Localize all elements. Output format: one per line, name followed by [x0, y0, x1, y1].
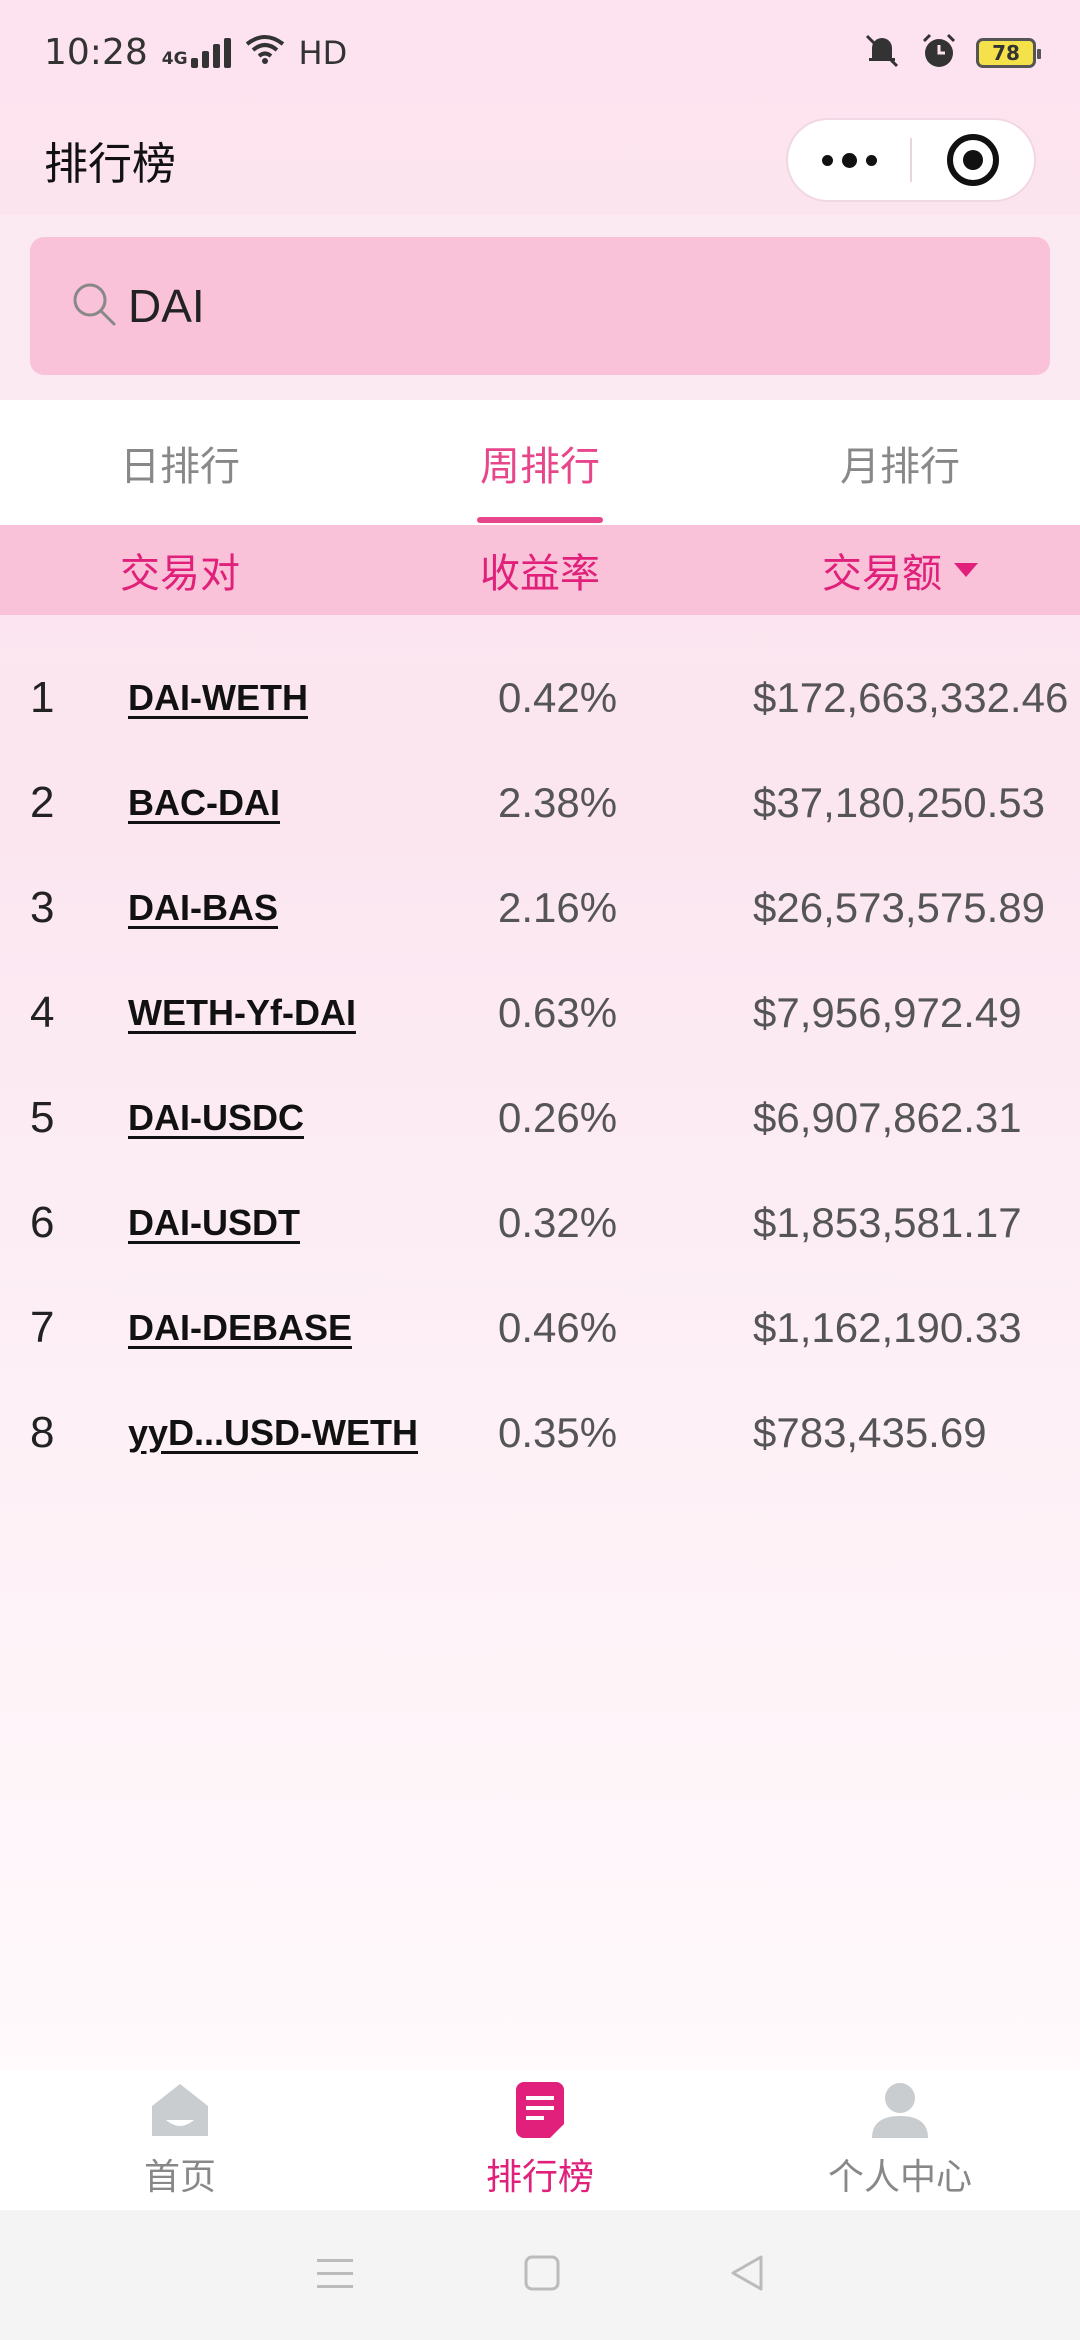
column-label: 交易额 [822, 551, 942, 597]
close-miniprogram-button[interactable] [912, 120, 1034, 200]
network-type: 4G [161, 48, 188, 69]
nav-ranking[interactable]: 排行榜 [360, 2070, 720, 2210]
sort-desc-icon [954, 563, 978, 577]
ranking-list: 1 DAI-WETH 0.42% $172,663,332.46 2 BAC-D… [0, 645, 1080, 1485]
row-pair-link[interactable]: WETH-Yf-DAI [128, 991, 356, 1033]
home-icon [148, 2080, 212, 2144]
table-row[interactable]: 4 WETH-Yf-DAI 0.63% $7,956,972.49 [0, 960, 1080, 1065]
search-input[interactable] [128, 279, 1028, 333]
row-rate: 0.42% [498, 673, 618, 721]
table-row[interactable]: 3 DAI-BAS 2.16% $26,573,575.89 [0, 855, 1080, 960]
miniprogram-capsule [786, 118, 1036, 202]
bottom-tab-bar: 首页 排行榜 个人中心 [0, 2070, 1080, 2210]
status-time: 10:28 [44, 32, 148, 73]
nav-label: 首页 [143, 2157, 216, 2198]
row-rank: 1 [30, 672, 55, 722]
tab-daily[interactable]: 日排行 [120, 443, 240, 490]
row-rank: 5 [30, 1092, 55, 1142]
nav-label: 排行榜 [485, 2157, 594, 2198]
table-row[interactable]: 2 BAC-DAI 2.38% $37,180,250.53 [0, 750, 1080, 855]
row-rate: 0.35% [498, 1408, 618, 1456]
row-rate: 0.46% [498, 1303, 618, 1351]
cellular-signal-icon: 4G [161, 37, 231, 69]
row-rate: 2.16% [498, 883, 618, 931]
user-icon [868, 2080, 932, 2144]
row-pair-link[interactable]: DAI-DEBASE [128, 1306, 353, 1348]
period-tabs: 日排行 周排行 月排行 [0, 400, 1080, 525]
row-amount: $1,162,190.33 [753, 1303, 1022, 1351]
row-pair-link[interactable]: DAI-BAS [128, 886, 278, 928]
row-rank: 4 [30, 987, 55, 1037]
target-icon [947, 134, 999, 186]
back-triangle-icon[interactable] [727, 2253, 767, 2297]
table-header: 交易对 收益率 交易额 [0, 525, 1080, 615]
column-header-rate[interactable]: 收益率 [360, 541, 720, 599]
column-header-amount[interactable]: 交易额 [720, 541, 1080, 599]
table-row[interactable]: 5 DAI-USDC 0.26% $6,907,862.31 [0, 1065, 1080, 1170]
ranking-doc-icon [512, 2080, 568, 2144]
row-rank: 7 [30, 1302, 55, 1352]
nav-profile[interactable]: 个人中心 [720, 2070, 1080, 2210]
row-pair-link[interactable]: BAC-DAI [128, 781, 280, 823]
row-amount: $7,956,972.49 [753, 988, 1022, 1036]
row-amount: $1,853,581.17 [753, 1198, 1022, 1246]
tab-monthly[interactable]: 月排行 [840, 443, 960, 490]
row-rate: 0.32% [498, 1198, 618, 1246]
mute-vibrate-icon [862, 31, 902, 75]
search-icon [70, 280, 118, 332]
table-row[interactable]: 6 DAI-USDT 0.32% $1,853,581.17 [0, 1170, 1080, 1275]
search-box[interactable] [30, 237, 1050, 375]
battery-icon: 78 [976, 37, 1041, 68]
alarm-icon [920, 32, 958, 74]
row-amount: $37,180,250.53 [753, 778, 1045, 826]
wifi-icon [245, 32, 285, 73]
page-title: 排行榜 [44, 139, 176, 190]
column-label: 收益率 [480, 551, 600, 597]
table-row[interactable]: 1 DAI-WETH 0.42% $172,663,332.46 [0, 645, 1080, 750]
nav-label: 个人中心 [827, 2157, 972, 2198]
row-amount: $6,907,862.31 [753, 1093, 1022, 1141]
row-pair-link[interactable]: DAI-USDC [128, 1096, 304, 1138]
column-label: 交易对 [120, 551, 240, 597]
row-amount: $26,573,575.89 [753, 883, 1045, 931]
capsule-divider [910, 138, 912, 182]
row-rank: 8 [30, 1407, 55, 1457]
column-header-pair[interactable]: 交易对 [0, 541, 360, 599]
row-rank: 3 [30, 882, 55, 932]
nav-home[interactable]: 首页 [0, 2070, 360, 2210]
row-amount: $172,663,332.46 [753, 673, 1069, 721]
more-menu-button[interactable] [788, 120, 910, 200]
row-rate: 2.38% [498, 778, 618, 826]
table-row[interactable]: 7 DAI-DEBASE 0.46% $1,162,190.33 [0, 1275, 1080, 1380]
status-bar: 10:28 4G HD 78 [0, 0, 1080, 105]
row-rate: 0.26% [498, 1093, 618, 1141]
more-dots-icon [821, 152, 877, 168]
home-square-icon[interactable] [522, 2253, 562, 2297]
row-rate: 0.63% [498, 988, 618, 1036]
title-bar: 排行榜 [0, 105, 1080, 215]
row-amount: $783,435.69 [753, 1408, 987, 1456]
search-section [0, 215, 1080, 400]
row-pair-link[interactable]: yyD...USD-WETH [128, 1411, 419, 1453]
row-pair-link[interactable]: DAI-USDT [128, 1201, 300, 1243]
row-rank: 6 [30, 1197, 55, 1247]
hd-indicator: HD [298, 33, 348, 72]
table-row[interactable]: 8 yyD...USD-WETH 0.35% $783,435.69 [0, 1380, 1080, 1485]
row-rank: 2 [30, 777, 55, 827]
tab-weekly[interactable]: 周排行 [360, 400, 720, 525]
menu-icon[interactable] [313, 2253, 357, 2297]
row-pair-link[interactable]: DAI-WETH [128, 676, 308, 718]
system-navigation-bar [0, 2210, 1080, 2340]
